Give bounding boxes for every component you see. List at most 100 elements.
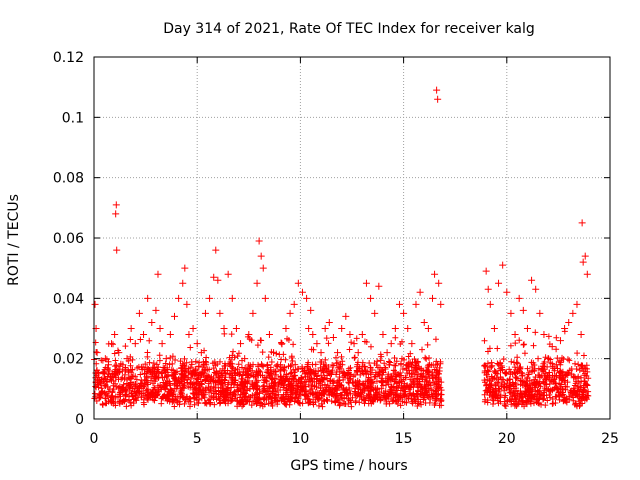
data-point	[151, 386, 158, 393]
data-point	[579, 400, 586, 407]
data-point	[397, 360, 404, 367]
data-point	[201, 309, 209, 317]
data-point	[431, 390, 438, 397]
data-point	[298, 375, 305, 382]
data-point	[195, 391, 202, 398]
data-point	[212, 384, 219, 391]
data-point	[495, 279, 503, 287]
data-point	[273, 391, 280, 398]
data-point	[269, 376, 276, 383]
data-point	[481, 362, 488, 369]
data-point	[362, 279, 370, 287]
data-point	[334, 349, 342, 357]
data-point	[318, 359, 325, 366]
data-point	[198, 380, 205, 387]
data-point	[375, 282, 383, 290]
data-point	[153, 372, 160, 379]
data-point	[170, 397, 177, 404]
data-point	[544, 355, 552, 363]
data-point	[154, 270, 162, 278]
data-point	[207, 401, 214, 408]
data-point	[425, 371, 432, 378]
data-point	[503, 288, 511, 296]
data-point	[307, 306, 315, 314]
data-point	[258, 400, 265, 407]
data-point	[351, 354, 358, 361]
data-point	[419, 390, 426, 397]
data-point	[512, 395, 519, 402]
data-point	[408, 392, 415, 399]
data-point	[112, 201, 120, 209]
data-point	[511, 392, 518, 399]
data-point	[427, 382, 434, 389]
data-point	[162, 369, 169, 376]
data-point	[297, 400, 304, 407]
data-point	[211, 401, 218, 408]
data-point	[239, 382, 246, 389]
data-point	[483, 381, 490, 388]
data-point	[96, 394, 103, 401]
data-point	[228, 384, 235, 391]
data-point	[325, 363, 332, 370]
data-point	[298, 376, 305, 383]
data-point	[240, 368, 247, 375]
data-point	[570, 385, 577, 392]
data-point	[488, 359, 495, 366]
data-point	[378, 353, 385, 360]
data-point	[249, 309, 257, 317]
data-point	[276, 351, 283, 358]
data-point	[313, 384, 320, 391]
data-point	[367, 294, 375, 302]
data-point	[104, 384, 111, 391]
data-point	[261, 294, 269, 302]
data-point	[561, 325, 569, 332]
data-point	[280, 381, 287, 388]
data-point	[181, 377, 188, 384]
data-point	[484, 360, 491, 367]
data-point	[93, 349, 101, 357]
data-point	[392, 397, 399, 404]
data-point	[149, 368, 156, 375]
data-point	[171, 403, 178, 410]
data-point	[365, 383, 372, 390]
data-point	[319, 382, 326, 389]
data-point	[530, 342, 537, 349]
data-point	[184, 379, 191, 386]
data-point	[566, 393, 573, 400]
data-point	[108, 399, 115, 406]
data-point	[396, 394, 403, 401]
data-point	[182, 365, 189, 372]
data-point	[483, 372, 490, 379]
data-point	[494, 345, 501, 352]
data-point	[549, 365, 556, 372]
data-point	[109, 341, 116, 348]
data-point	[491, 389, 498, 396]
data-point	[357, 371, 364, 378]
data-point	[437, 358, 444, 365]
data-point	[579, 365, 586, 372]
data-point	[484, 399, 491, 406]
y-tick-label: 0	[75, 412, 84, 428]
data-point	[122, 364, 129, 371]
y-axis-ticks: 0 0.02 0.04 0.06 0.08 0.1 0.12	[53, 50, 610, 428]
data-point	[512, 401, 519, 408]
data-point	[411, 396, 418, 403]
data-point	[507, 309, 515, 317]
data-point	[365, 374, 372, 381]
data-point	[518, 391, 525, 398]
data-point	[127, 362, 134, 369]
data-point	[128, 369, 135, 376]
data-point	[164, 372, 171, 379]
data-point	[312, 361, 319, 368]
data-point	[321, 381, 328, 388]
data-point	[144, 353, 151, 360]
data-point	[497, 359, 504, 366]
data-point	[546, 391, 553, 398]
data-point	[528, 359, 535, 366]
data-point	[482, 267, 490, 275]
data-point	[407, 376, 414, 383]
data-point	[131, 388, 138, 395]
x-tick-label: 0	[90, 431, 99, 447]
data-point	[577, 331, 585, 339]
data-point	[359, 382, 366, 389]
